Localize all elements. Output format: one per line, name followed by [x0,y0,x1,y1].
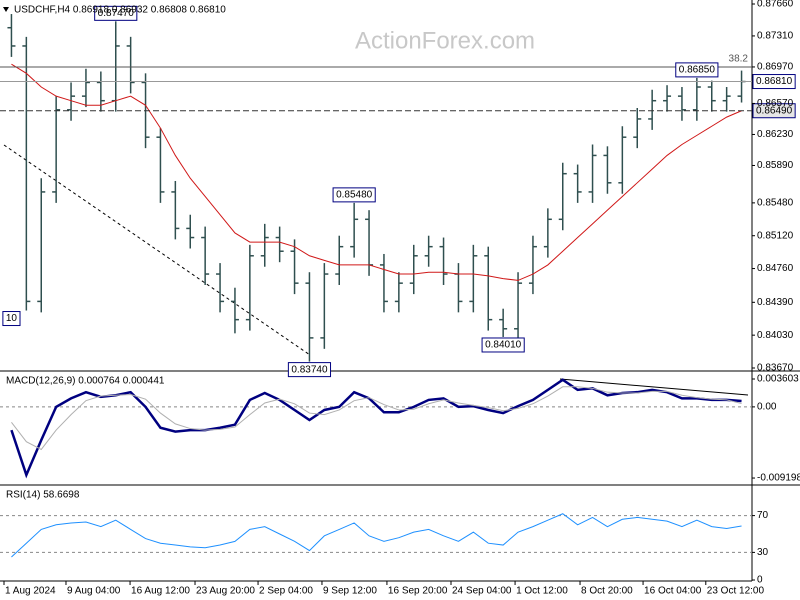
fib-label: 38.2 [729,54,749,65]
x-tick-label: 1 Aug 2024 [5,586,56,597]
x-tick-label: 9 Aug 04:00 [67,586,121,597]
price-label: 10 [6,313,18,324]
watermark: ActionForex.com [355,27,535,54]
x-tick-label: 23 Oct 12:00 [707,586,765,597]
y-tick-label: 0.87310 [757,31,794,42]
trend-line [3,144,311,356]
series-line [11,513,742,558]
x-tick-label: 16 Oct 04:00 [644,586,702,597]
y-tick-label: 0.84760 [757,263,794,274]
price-label: 0.83740 [291,364,328,375]
price-label-box [675,62,719,78]
panel-title: USDCHF,H4 0.86918 0.86932 0.86808 0.8681… [14,5,226,16]
price-label: 0.86850 [679,65,716,76]
price-label-box [752,74,796,90]
x-tick-label: 1 Oct 12:00 [516,586,568,597]
price-label: 0.86490 [756,105,793,116]
x-tick-label: 8 Oct 20:00 [581,586,633,597]
trend-line [559,378,749,396]
y-tick-label: 30 [757,547,769,558]
price-label: 0.87470 [98,8,135,19]
y-tick-label: 0.85480 [757,198,794,209]
price-label-box [481,337,525,353]
y-tick-label: 70 [757,510,769,521]
price-label: 0.86810 [756,76,793,87]
y-tick-label: 0.84390 [757,297,794,308]
title-marker [3,7,9,12]
x-tick-label: 16 Sep 20:00 [388,586,448,597]
y-tick-label: 0.85890 [757,160,794,171]
x-tick-label: 16 Aug 12:00 [131,586,190,597]
price-label-box [2,311,21,327]
series-line [10,378,742,479]
price-label: 0.84010 [485,340,522,351]
x-tick-label: 24 Sep 04:00 [452,586,512,597]
price-label-box [332,187,376,203]
x-tick-label: 9 Sep 12:00 [323,586,377,597]
panel-title: MACD(12,26,9) 0.000764 0.000441 [6,376,165,387]
y-tick-label: 0.84030 [757,330,794,341]
price-label: 0.85480 [336,190,373,201]
panel-title: RSI(14) 58.6698 [6,490,80,501]
y-tick-label: 0.83670 [757,363,794,374]
x-tick-label: 23 Aug 20:00 [196,586,255,597]
price-label-box [287,362,332,378]
moving-average [11,63,742,281]
x-tick-label: 2 Sep 04:00 [259,586,313,597]
y-tick-label: 0.86970 [757,62,794,73]
y-tick-label: 0.003603 [757,374,799,385]
y-tick-label: 0.86570 [757,98,794,109]
series-line [11,386,742,451]
price-label-box [94,5,138,21]
y-tick-label: 0.85120 [757,230,794,241]
price-label-box [752,103,796,119]
y-tick-label: 0 [757,575,763,586]
y-tick-label: 0.86230 [757,129,794,140]
y-tick-label: 0.00 [757,402,777,413]
y-tick-label: -0.009198 [757,473,800,484]
y-tick-label: 0.87660 [757,0,794,10]
